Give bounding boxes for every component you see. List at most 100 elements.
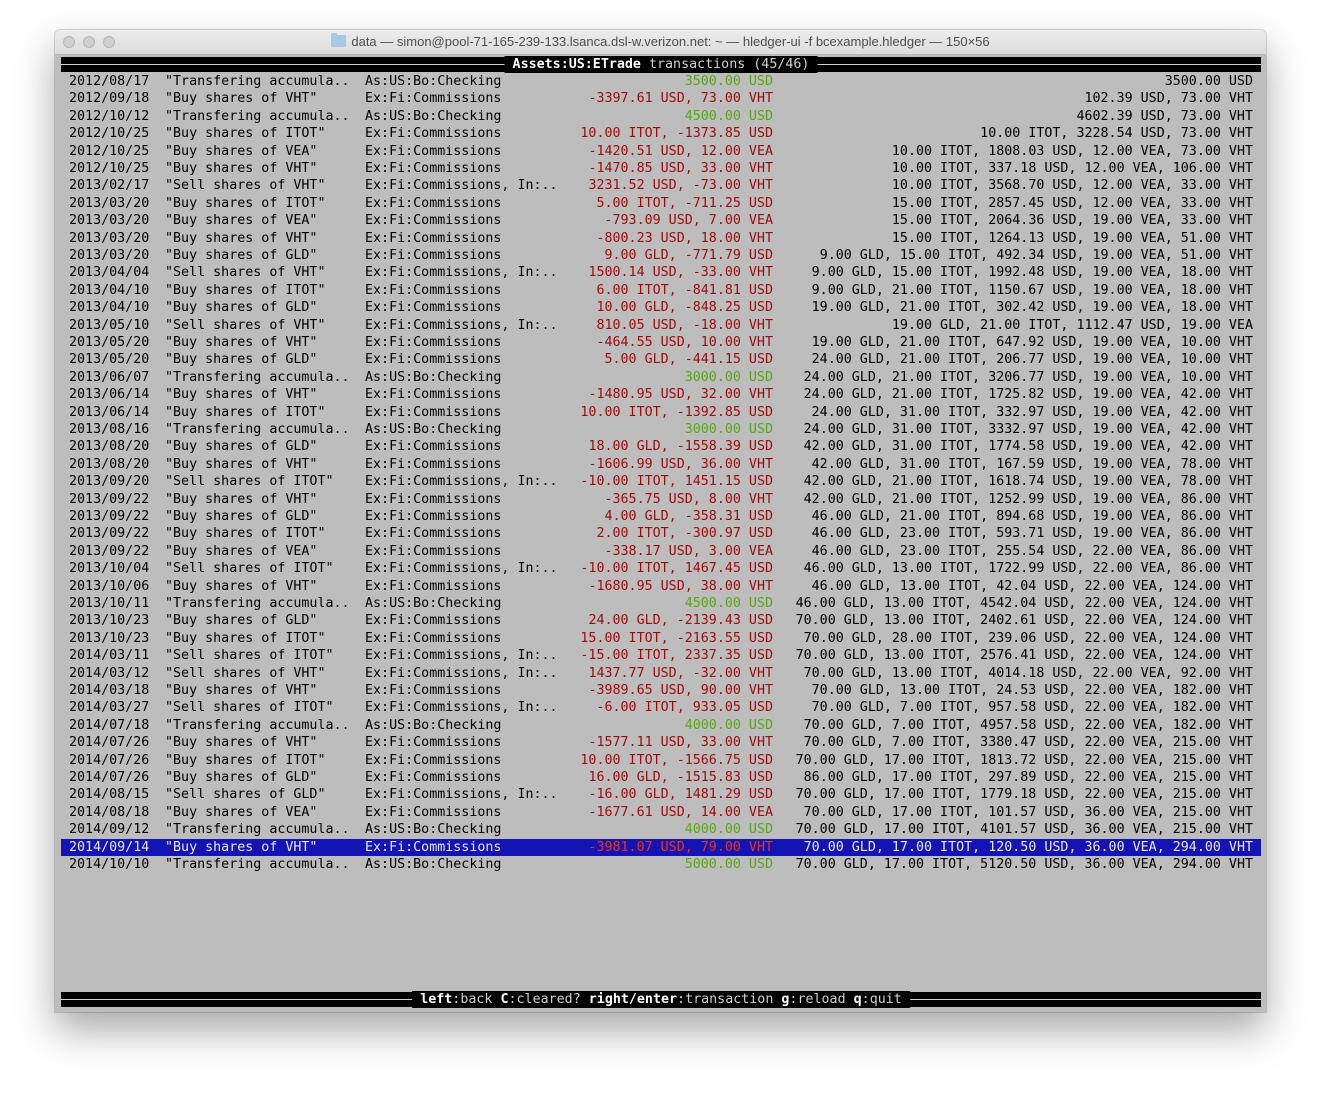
transaction-row[interactable]: 2012/10/25 "Buy shares of VHT" Ex:Fi:Commi…: [61, 160, 1261, 177]
transaction-row[interactable]: 2014/03/12 "Sell shares of VHT" Ex:Fi:Comm…: [61, 665, 1261, 682]
transaction-row[interactable]: 2014/08/18 "Buy shares of VEA" Ex:Fi:Commi…: [61, 804, 1261, 821]
description-cell: "Buy shares of ITOT": [165, 195, 326, 211]
transaction-row[interactable]: 2014/09/12 "Transfering accumula.. As:US:B…: [61, 821, 1261, 838]
transaction-row[interactable]: 2013/04/04 "Sell shares of VHT" Ex:Fi:Comm…: [61, 264, 1261, 281]
change-cell: 4000.00 USD: [684, 717, 773, 733]
transaction-row[interactable]: 2013/09/20 "Sell shares of ITOT" Ex:Fi:Com…: [61, 473, 1261, 490]
balance-cell: 46.00 GLD, 13.00 ITOT, 42.04 USD, 22.00 …: [811, 578, 1253, 594]
account-cell: Ex:Fi:Commissions: [365, 543, 502, 559]
account-cell: As:US:Bo:Checking: [365, 108, 502, 124]
date-cell: 2012/10/25: [69, 161, 150, 176]
change-cell: -3989.65 USD, 90.00 VHT: [588, 683, 773, 698]
transaction-row[interactable]: 2014/03/18 "Buy shares of VHT" Ex:Fi:Commi…: [61, 682, 1261, 699]
transaction-row[interactable]: 2013/10/11 "Transfering accumula.. As:US:B…: [61, 595, 1261, 612]
key-action: cleared?: [516, 992, 581, 1007]
transaction-row[interactable]: 2013/05/10 "Sell shares of VHT" Ex:Fi:Comm…: [61, 317, 1261, 334]
transaction-row[interactable]: 2013/03/20 "Buy shares of ITOT" Ex:Fi:Comm…: [61, 195, 1261, 212]
balance-cell: 9.00 GLD, 21.00 ITOT, 1150.67 USD, 19.00…: [811, 282, 1253, 298]
balance-cell: 10.00 ITOT, 337.18 USD, 12.00 VEA, 106.0…: [891, 161, 1253, 176]
transaction-row[interactable]: 2014/07/26 "Buy shares of ITOT" Ex:Fi:Comm…: [61, 752, 1261, 769]
transaction-row[interactable]: 2013/10/23 "Buy shares of GLD" Ex:Fi:Commi…: [61, 612, 1261, 629]
balance-cell: 70.00 GLD, 17.00 ITOT, 120.50 USD, 36.00…: [803, 839, 1253, 855]
transaction-row[interactable]: 2013/05/20 "Buy shares of VHT" Ex:Fi:Commi…: [61, 334, 1261, 351]
transaction-row[interactable]: 2013/10/04 "Sell shares of ITOT" Ex:Fi:Com…: [61, 560, 1261, 577]
close-button[interactable]: [63, 36, 75, 48]
transaction-row[interactable]: 2013/09/22 "Buy shares of VEA" Ex:Fi:Commi…: [61, 543, 1261, 560]
transaction-row[interactable]: 2013/04/10 "Buy shares of GLD" Ex:Fi:Commi…: [61, 299, 1261, 316]
change-cell: -365.75 USD, 8.00 VHT: [604, 491, 773, 507]
transaction-row[interactable]: 2013/10/23 "Buy shares of ITOT" Ex:Fi:Comm…: [61, 630, 1261, 647]
register-header: Assets:US:ETrade transactions (45/46): [61, 56, 1261, 73]
transaction-row[interactable]: 2012/10/12 "Transfering accumula.. As:US:B…: [61, 108, 1261, 125]
date-cell: 2012/10/25: [69, 143, 150, 159]
balance-cell: 4602.39 USD, 73.00 VHT: [1076, 108, 1253, 124]
transaction-row[interactable]: 2014/03/27 "Sell shares of ITOT" Ex:Fi:Com…: [61, 699, 1261, 716]
change-cell: -10.00 ITOT, 1467.45 USD: [580, 561, 773, 577]
transaction-row[interactable]: 2014/10/10 "Transfering accumula.. As:US:B…: [61, 856, 1261, 873]
transaction-row[interactable]: 2014/07/18 "Transfering accumula.. As:US:B…: [61, 717, 1261, 734]
transaction-row[interactable]: 2013/04/10 "Buy shares of ITOT" Ex:Fi:Comm…: [61, 282, 1261, 299]
transaction-row[interactable]: 2013/08/16 "Transfering accumula.. As:US:B…: [61, 421, 1261, 438]
change-cell: -1480.95 USD, 32.00 VHT: [588, 387, 773, 403]
transaction-row[interactable]: 2013/08/20 "Buy shares of VHT" Ex:Fi:Commi…: [61, 456, 1261, 473]
change-cell: -15.00 ITOT, 2337.35 USD: [580, 648, 773, 664]
account-cell: Ex:Fi:Commissions: [365, 491, 502, 507]
account-cell: Ex:Fi:Commissions: [365, 526, 502, 542]
transaction-row[interactable]: 2013/08/20 "Buy shares of GLD" Ex:Fi:Commi…: [61, 438, 1261, 455]
transaction-row[interactable]: 2013/06/14 "Buy shares of VHT" Ex:Fi:Commi…: [61, 386, 1261, 403]
change-cell: -338.17 USD, 3.00 VEA: [604, 543, 773, 559]
date-cell: 2014/09/14: [69, 839, 150, 855]
minimize-button[interactable]: [83, 36, 95, 48]
account-cell: As:US:Bo:Checking: [365, 822, 502, 838]
transaction-row[interactable]: 2013/02/17 "Sell shares of VHT" Ex:Fi:Comm…: [61, 177, 1261, 194]
change-cell: 16.00 GLD, -1515.83 USD: [588, 770, 773, 785]
description-cell: "Sell shares of VHT": [165, 178, 326, 194]
balance-cell: 70.00 GLD, 13.00 ITOT, 2402.61 USD, 22.0…: [795, 613, 1253, 629]
transaction-row-selected[interactable]: 2014/09/14 "Buy shares of VHT" Ex:Fi:Commi…: [61, 838, 1261, 856]
footer-key-hint: right/enter:transaction: [588, 992, 774, 1007]
balance-cell: 9.00 GLD, 15.00 ITOT, 1992.48 USD, 19.00…: [811, 265, 1253, 281]
transaction-row[interactable]: 2012/10/25 "Buy shares of VEA" Ex:Fi:Commi…: [61, 143, 1261, 160]
transaction-row[interactable]: 2014/03/11 "Sell shares of ITOT" Ex:Fi:Com…: [61, 647, 1261, 664]
transaction-row[interactable]: 2013/09/22 "Buy shares of GLD" Ex:Fi:Commi…: [61, 508, 1261, 525]
change-cell: 24.00 GLD, -2139.43 USD: [588, 613, 773, 629]
transaction-row[interactable]: 2012/09/18 "Buy shares of VHT" Ex:Fi:Commi…: [61, 90, 1261, 107]
transaction-row[interactable]: 2013/03/20 "Buy shares of VEA" Ex:Fi:Commi…: [61, 212, 1261, 229]
change-cell: 1500.14 USD, -33.00 VHT: [588, 265, 773, 281]
transaction-row[interactable]: 2013/09/22 "Buy shares of ITOT" Ex:Fi:Comm…: [61, 525, 1261, 542]
transaction-row[interactable]: 2013/09/22 "Buy shares of VHT" Ex:Fi:Commi…: [61, 491, 1261, 508]
description-cell: "Sell shares of VHT": [165, 317, 326, 333]
date-cell: 2014/03/12: [69, 665, 150, 681]
change-cell: -1606.99 USD, 36.00 VHT: [588, 456, 773, 472]
change-cell: -800.23 USD, 18.00 VHT: [596, 230, 773, 246]
transaction-row[interactable]: 2013/06/14 "Buy shares of ITOT" Ex:Fi:Comm…: [61, 404, 1261, 421]
terminal[interactable]: Assets:US:ETrade transactions (45/46) 20…: [61, 55, 1261, 1012]
transaction-row[interactable]: 2014/08/15 "Sell shares of GLD" Ex:Fi:Comm…: [61, 786, 1261, 803]
balance-cell: 15.00 ITOT, 2064.36 USD, 19.00 VEA, 33.0…: [891, 213, 1253, 229]
date-cell: 2014/03/18: [69, 683, 150, 698]
zoom-button[interactable]: [103, 36, 115, 48]
change-cell: 10.00 ITOT, -1373.85 USD: [580, 126, 773, 142]
transaction-row[interactable]: 2012/08/17 "Transfering accumula.. As:US:B…: [61, 73, 1261, 90]
transaction-row[interactable]: 2014/07/26 "Buy shares of VHT" Ex:Fi:Commi…: [61, 734, 1261, 751]
change-cell: 15.00 ITOT, -2163.55 USD: [580, 630, 773, 646]
transaction-row[interactable]: 2013/05/20 "Buy shares of GLD" Ex:Fi:Commi…: [61, 351, 1261, 368]
balance-cell: 19.00 GLD, 21.00 ITOT, 302.42 USD, 19.00…: [811, 300, 1253, 316]
account-cell: Ex:Fi:Commissions: [365, 300, 502, 316]
account-cell: Ex:Fi:Commissions: [365, 752, 502, 768]
transaction-row[interactable]: 2013/10/06 "Buy shares of VHT" Ex:Fi:Commi…: [61, 578, 1261, 595]
description-cell: "Transfering accumula..: [165, 108, 350, 124]
change-cell: 3231.52 USD, -73.00 VHT: [588, 178, 773, 194]
transaction-row[interactable]: 2013/03/20 "Buy shares of GLD" Ex:Fi:Commi…: [61, 247, 1261, 264]
transaction-row[interactable]: 2012/10/25 "Buy shares of ITOT" Ex:Fi:Comm…: [61, 125, 1261, 142]
transaction-row[interactable]: 2013/06/07 "Transfering accumula.. As:US:B…: [61, 369, 1261, 386]
window-title: data — simon@pool-71-165-239-133.lsanca.…: [55, 30, 1266, 54]
transaction-row[interactable]: 2013/03/20 "Buy shares of VHT" Ex:Fi:Commi…: [61, 230, 1261, 247]
description-cell: "Buy shares of VHT": [165, 335, 318, 350]
account-cell: As:US:Bo:Checking: [365, 717, 502, 733]
balance-cell: 15.00 ITOT, 1264.13 USD, 19.00 VEA, 51.0…: [891, 230, 1253, 246]
change-cell: 2.00 ITOT, -300.97 USD: [596, 526, 773, 542]
description-cell: "Buy shares of ITOT": [165, 404, 326, 420]
balance-cell: 24.00 GLD, 21.00 ITOT, 3206.77 USD, 19.0…: [803, 369, 1253, 385]
transaction-row[interactable]: 2014/07/26 "Buy shares of GLD" Ex:Fi:Commi…: [61, 769, 1261, 786]
